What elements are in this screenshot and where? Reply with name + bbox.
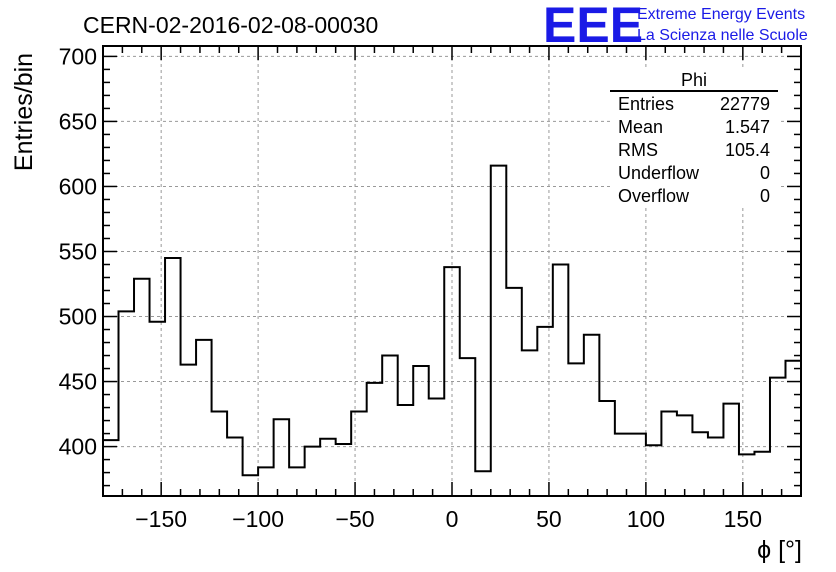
brand-line-1: Extreme Energy Events — [637, 6, 805, 23]
eee-logo: EEE — [543, 0, 643, 53]
y-tick-label: 500 — [59, 304, 97, 330]
stats-value: 0 — [760, 186, 770, 206]
y-tick-label: 650 — [59, 108, 97, 134]
x-tick-label: −150 — [135, 506, 187, 532]
stats-label: Entries — [618, 94, 674, 114]
stats-box: Phi Entries 22779 Mean 1.547 RMS 105.4 Underfl… — [610, 68, 778, 208]
x-tick-label: 0 — [446, 506, 459, 532]
x-tick-label: 50 — [536, 506, 562, 532]
x-tick-labels: −150 −100 −50 0 50 100 150 — [135, 506, 762, 532]
stats-value: 105.4 — [725, 140, 770, 160]
y-tick-labels: 400 450 500 550 600 650 700 — [59, 43, 97, 459]
stats-value: 0 — [760, 163, 770, 183]
stats-value: 22779 — [720, 94, 770, 114]
brand-line-2: La Scienza nelle Scuole — [637, 27, 808, 44]
stats-label: Underflow — [618, 163, 700, 183]
stats-rows: Entries 22779 Mean 1.547 RMS 105.4 Underflow 0 O… — [618, 94, 770, 206]
stats-title: Phi — [681, 70, 707, 90]
y-tick-label: 600 — [59, 173, 97, 199]
y-tick-label: 700 — [59, 43, 97, 69]
x-tick-label: 100 — [627, 506, 665, 532]
y-axis-title: Entries/bin — [10, 53, 38, 171]
x-tick-label: −100 — [232, 506, 284, 532]
chart-title: CERN-02-2016-02-08-00030 — [83, 12, 378, 38]
y-tick-label: 550 — [59, 238, 97, 264]
histogram — [102, 164, 802, 496]
stats-value: 1.547 — [725, 117, 770, 137]
histogram-outline — [102, 164, 802, 496]
stats-label: Overflow — [618, 186, 690, 206]
x-tick-label: 150 — [724, 506, 762, 532]
ticks — [102, 46, 802, 496]
x-axis-title: ϕ [°] — [757, 536, 802, 564]
branding: EEE Extreme Energy Events La Scienza nel… — [543, 0, 808, 53]
stats-label: Mean — [618, 117, 663, 137]
y-tick-label: 400 — [59, 434, 97, 460]
y-tick-label: 450 — [59, 369, 97, 395]
x-tick-label: −50 — [336, 506, 375, 532]
stats-label: RMS — [618, 140, 658, 160]
